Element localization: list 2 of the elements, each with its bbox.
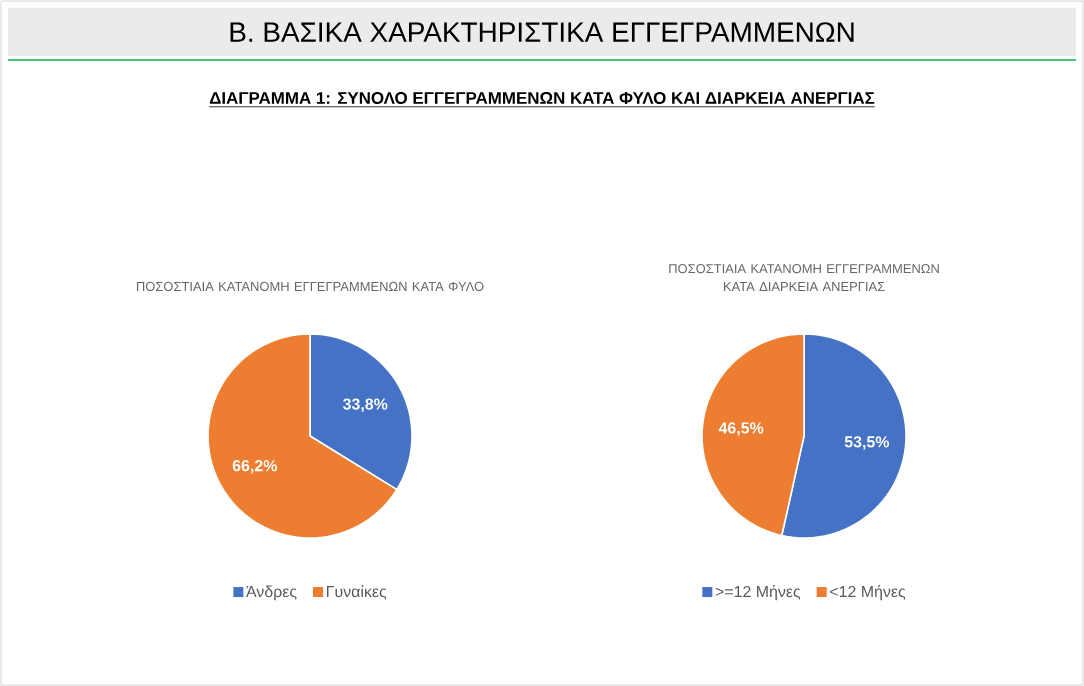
text: ΔΙΑΓΡΑΜΜΑ 1: ΣΥΝΟΛΟ ΕΓΓΕΓΡΑΜΜΕΝΩΝ ΚΑΤΑ ΦΥΛΟ ΚΑΙ ΔΙΑΡΚΕΙΑ ΑΝΕΡΓΙΑΣ [209, 92, 875, 104]
text: Β. ΒΑΣΙΚΑ ΧΑΡΑΚΤΗΡΙΣΤΙΚΑ ΕΓΓΕΓΡΑΜΜΕΝΩΝ [230, 22, 854, 42]
